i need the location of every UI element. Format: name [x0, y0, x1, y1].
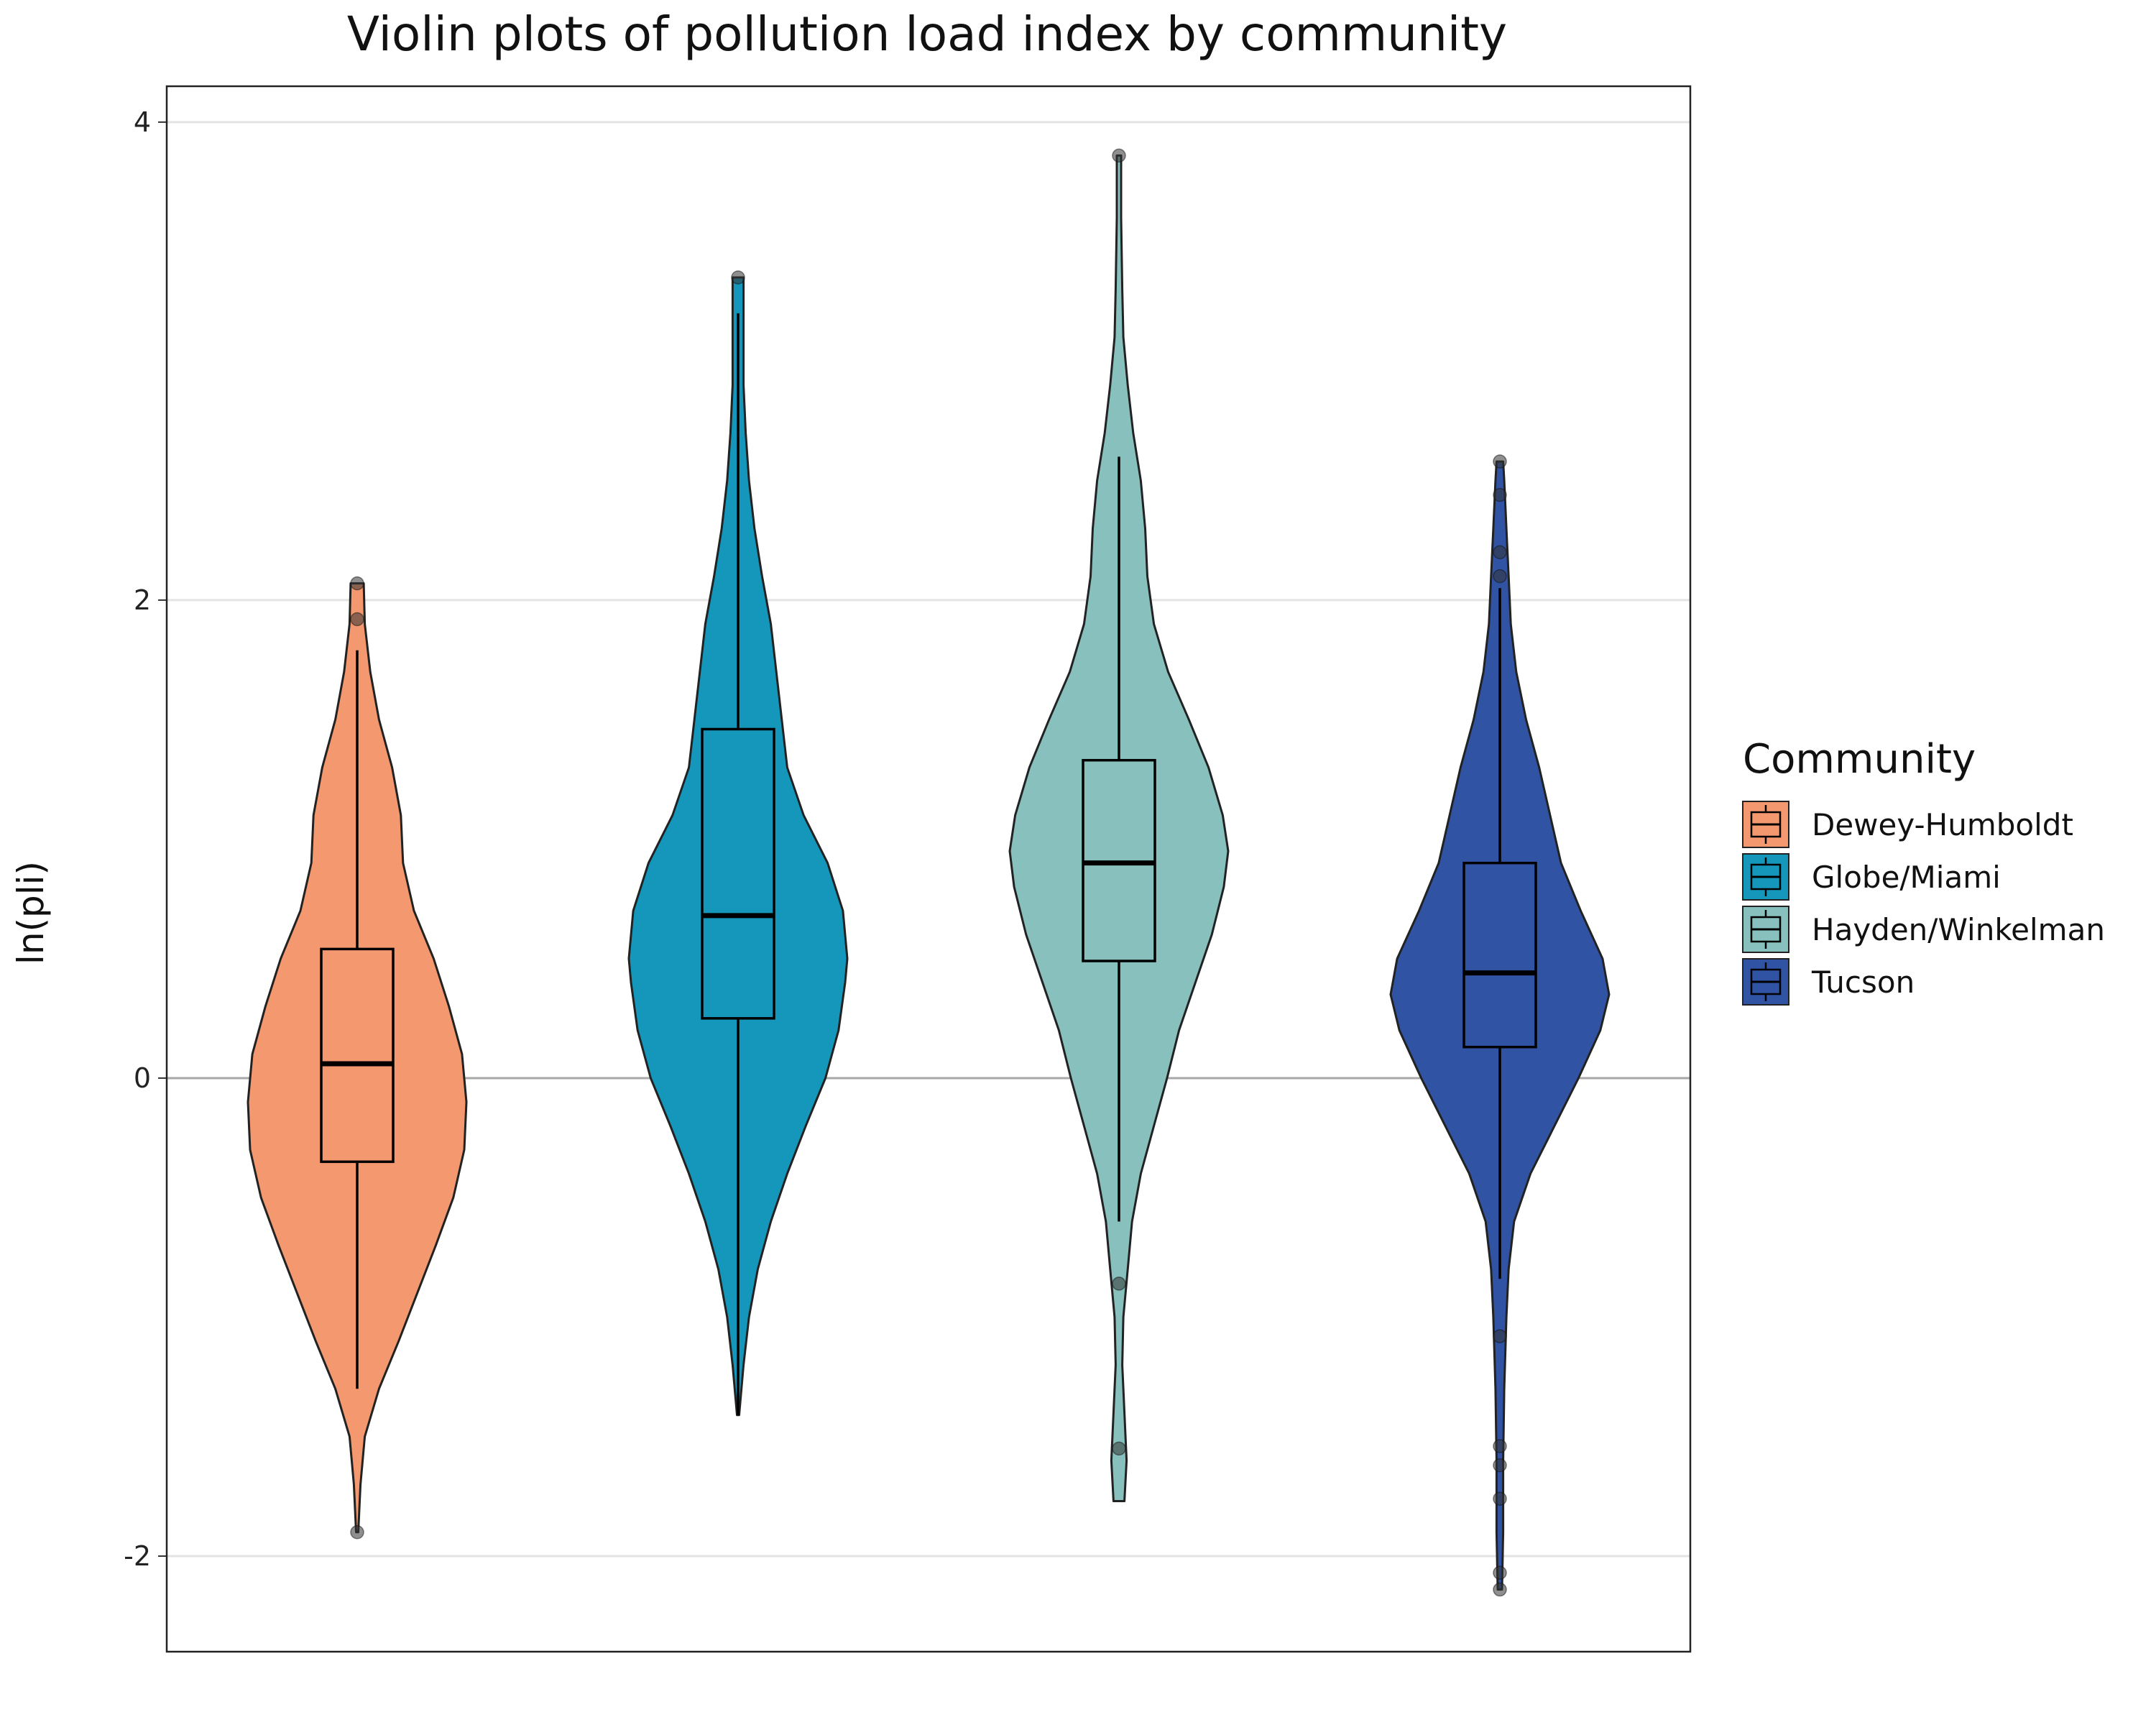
- outlier-point: [1493, 454, 1507, 469]
- outlier-point: [1493, 1458, 1507, 1473]
- violin-group-tucson: [1389, 454, 1611, 1597]
- outlier-point: [350, 612, 364, 627]
- plot-border: [165, 85, 1692, 1653]
- outlier-point: [1493, 1582, 1507, 1597]
- outlier-point: [1112, 148, 1126, 163]
- outlier-point: [1493, 1565, 1507, 1581]
- outlier-point: [1493, 1491, 1507, 1506]
- outlier-point: [1493, 569, 1507, 584]
- legend-label: Dewey-Humboldt: [1812, 807, 2073, 842]
- outlier-point: [1493, 545, 1507, 560]
- legend-item: Dewey-Humboldt: [1742, 801, 2073, 848]
- legend-item: Tucson: [1742, 958, 1915, 1006]
- y-tick-label: 4: [134, 106, 151, 138]
- outlier-point: [1112, 1276, 1126, 1291]
- box-iqr: [701, 727, 775, 1020]
- y-tick-label: 2: [134, 584, 151, 616]
- legend-title: Community: [1743, 736, 1976, 783]
- outlier-point: [1112, 1441, 1126, 1456]
- chart-title: Violin plots of pollution load index by …: [347, 6, 1507, 62]
- legend-item: Hayden/Winkelman: [1742, 906, 2105, 953]
- outlier-point: [350, 1524, 364, 1540]
- legend-item: Globe/Miami: [1742, 853, 2001, 901]
- violin-group-dewey-humboldt: [247, 576, 468, 1540]
- y-tick-label: 0: [134, 1062, 151, 1094]
- legend-label: Hayden/Winkelman: [1812, 912, 2105, 947]
- box-iqr: [1462, 861, 1537, 1049]
- outlier-point: [1493, 1439, 1507, 1453]
- y-tick-label: -2: [124, 1540, 151, 1572]
- legend: Community Dewey-Humboldt Globe/Miami Hayde…: [1742, 736, 2105, 1006]
- outlier-point: [350, 576, 364, 591]
- outlier-point: [731, 270, 745, 285]
- legend-label: Globe/Miami: [1812, 860, 2001, 895]
- violin-group-globe-miami: [627, 270, 849, 1417]
- outlier-point: [1493, 1329, 1507, 1343]
- legend-label: Tucson: [1811, 965, 1915, 1000]
- violin-group-hayden-winkelman: [1008, 148, 1230, 1502]
- outlier-point: [1493, 487, 1507, 502]
- y-axis-title: ln(pli): [10, 861, 52, 965]
- plot-area: -2 0 2 4: [124, 85, 1692, 1653]
- box-iqr: [320, 947, 395, 1164]
